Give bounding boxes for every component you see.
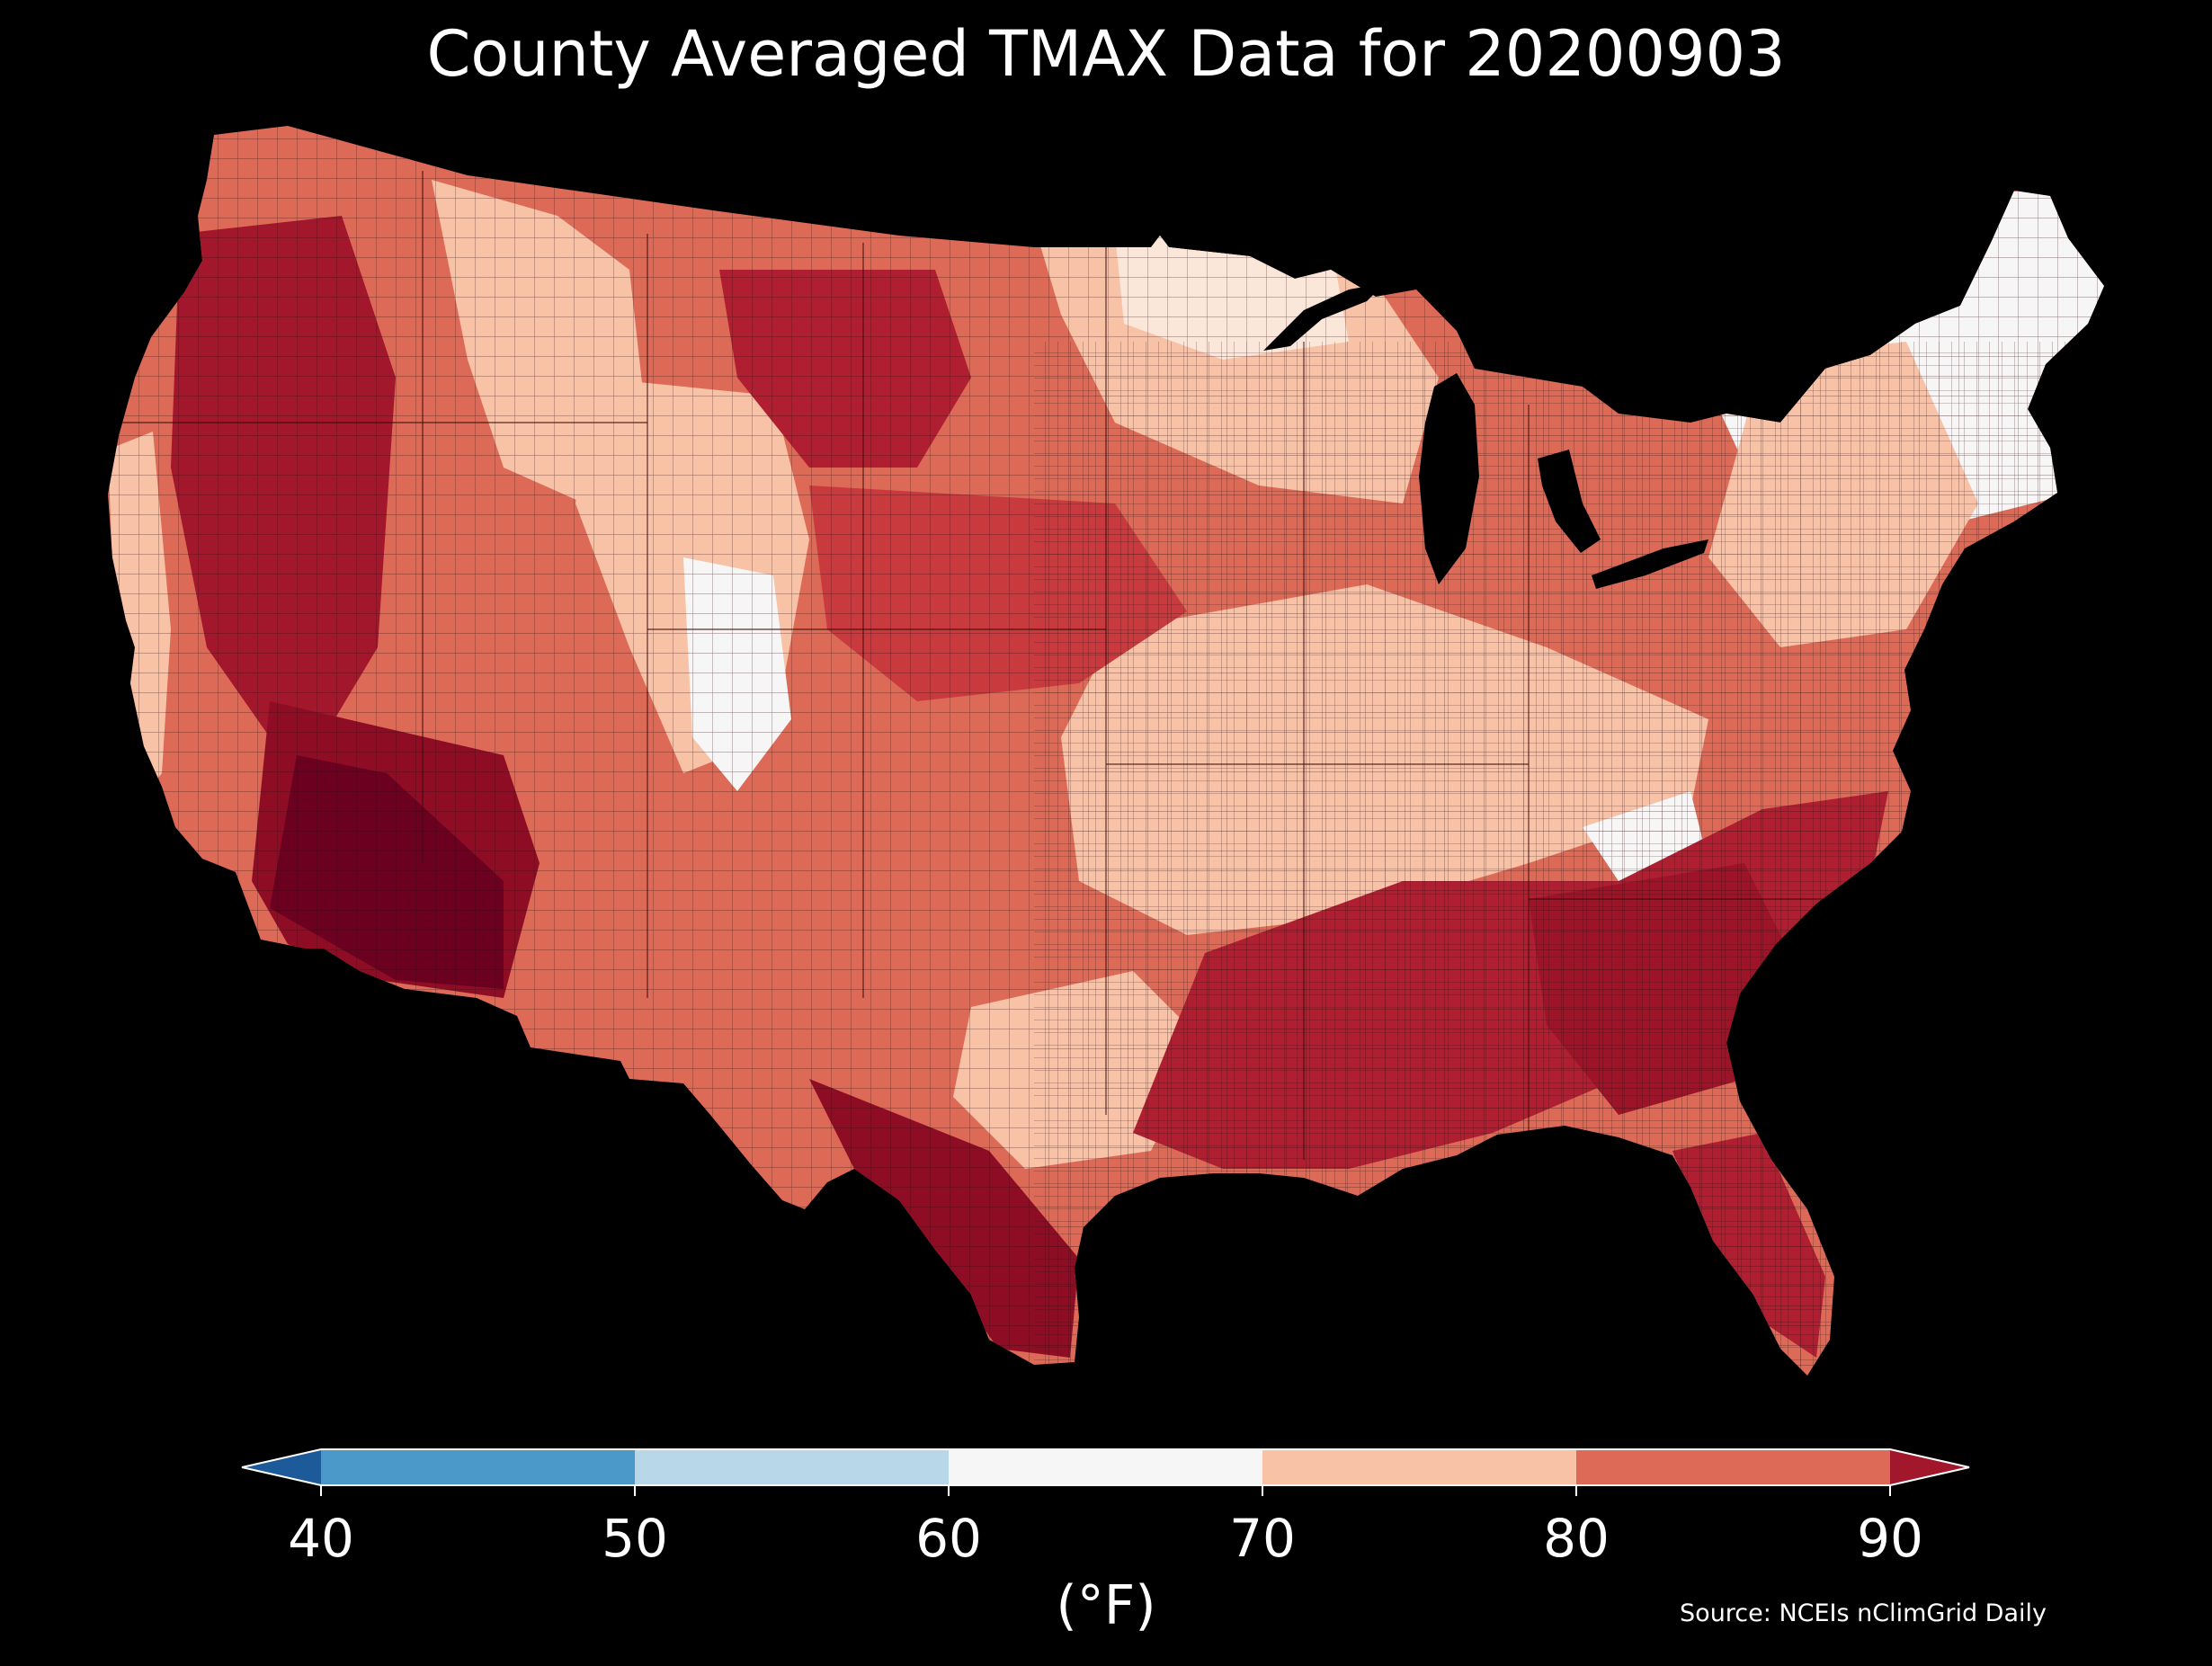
colorbar-segment-80_90 bbox=[1576, 1449, 1891, 1485]
state-borders bbox=[117, 171, 1888, 1160]
source-credit: Source: NCEIs nClimGrid Daily bbox=[1680, 1599, 2047, 1627]
colorbar-tick-80: 80 bbox=[1543, 1508, 1610, 1569]
colorbar-segment-60_70 bbox=[949, 1449, 1263, 1485]
colorbar-tick-40: 40 bbox=[288, 1508, 354, 1569]
lake-huron bbox=[1538, 450, 1601, 553]
colorbar-tick-50: 50 bbox=[602, 1508, 668, 1569]
colorbar-tick-70: 70 bbox=[1229, 1508, 1296, 1569]
lake-michigan bbox=[1419, 373, 1479, 584]
great-lakes bbox=[1263, 283, 1708, 589]
colorbar-extend-high bbox=[1890, 1449, 1969, 1485]
map-title: County Averaged TMAX Data for 20200903 bbox=[426, 17, 1786, 91]
lake-superior bbox=[1263, 283, 1385, 351]
colorbar-segment-40_50 bbox=[321, 1449, 636, 1485]
colorbar-segment-50_60 bbox=[635, 1449, 950, 1485]
colorbar bbox=[241, 1448, 1970, 1496]
colorbar-segment-70_80 bbox=[1262, 1449, 1577, 1485]
us-county-map bbox=[108, 126, 2104, 1376]
colorbar-extend-low bbox=[242, 1449, 321, 1485]
colorbar-segments bbox=[241, 1448, 1970, 1496]
colorbar-units-label: (°F) bbox=[1056, 1574, 1156, 1637]
lake-erie bbox=[1592, 539, 1708, 589]
colorbar-tick-60: 60 bbox=[915, 1508, 982, 1569]
colorbar-tick-90: 90 bbox=[1857, 1508, 1923, 1569]
